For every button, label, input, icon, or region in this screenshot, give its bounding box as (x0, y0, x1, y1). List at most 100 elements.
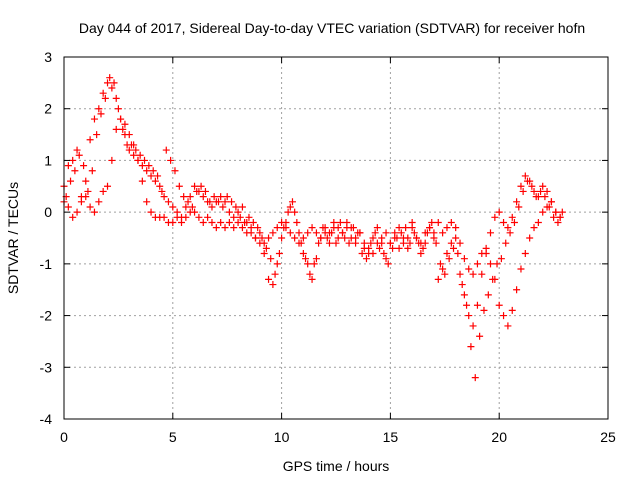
data-point (223, 193, 231, 201)
data-point (539, 182, 547, 190)
data-point (288, 198, 296, 206)
data-point (439, 229, 447, 237)
data-point (275, 250, 283, 258)
data-point (558, 208, 566, 216)
data-point (178, 218, 186, 226)
data-point (410, 229, 418, 237)
data-point (532, 193, 540, 201)
data-point (312, 229, 320, 237)
data-point (193, 187, 201, 195)
data-point (273, 224, 281, 232)
data-point (552, 208, 560, 216)
data-point (426, 224, 434, 232)
data-point (82, 193, 90, 201)
data-point (299, 234, 307, 242)
data-point (504, 224, 512, 232)
data-point (160, 213, 168, 221)
data-point (478, 250, 486, 258)
data-point (299, 250, 307, 258)
data-point (399, 239, 407, 247)
x-tick-label: 0 (60, 429, 68, 445)
data-point (197, 182, 205, 190)
data-point (141, 156, 149, 164)
data-point (523, 177, 531, 185)
data-point (93, 131, 101, 139)
data-point (99, 89, 107, 97)
data-point (208, 218, 216, 226)
data-point (278, 218, 286, 226)
data-point (473, 260, 481, 268)
data-point (482, 244, 490, 252)
data-point (112, 94, 120, 102)
data-point (469, 322, 477, 330)
data-point (127, 141, 135, 149)
data-point (151, 177, 159, 185)
data-point (554, 218, 562, 226)
data-point (191, 208, 199, 216)
data-point (260, 250, 268, 258)
data-point (284, 208, 292, 216)
data-point (310, 260, 318, 268)
data-point (238, 224, 246, 232)
data-point (90, 208, 98, 216)
data-point (234, 208, 242, 216)
data-point (460, 255, 468, 263)
data-point (162, 146, 170, 154)
data-point (360, 239, 368, 247)
data-point (82, 177, 90, 185)
data-point (469, 270, 477, 278)
data-point (212, 224, 220, 232)
data-point (230, 213, 238, 221)
data-point (304, 260, 312, 268)
data-point (138, 162, 146, 170)
data-point (308, 224, 316, 232)
data-point (434, 218, 442, 226)
data-point (99, 187, 107, 195)
data-point (169, 203, 177, 211)
data-point (286, 203, 294, 211)
data-point (513, 198, 521, 206)
data-point (317, 234, 325, 242)
data-point (384, 260, 392, 268)
data-point (452, 234, 460, 242)
data-point (304, 229, 312, 237)
data-point (526, 234, 534, 242)
data-point (378, 234, 386, 242)
data-point (214, 198, 222, 206)
plot-frame (63, 56, 609, 420)
data-point (199, 193, 207, 201)
data-point (184, 198, 192, 206)
x-tick-label: 5 (169, 429, 177, 445)
data-point (293, 218, 301, 226)
data-point (75, 151, 83, 159)
y-tick-label: -3 (40, 359, 53, 375)
data-point (478, 270, 486, 278)
data-point (167, 156, 175, 164)
data-point (147, 172, 155, 180)
data-point (106, 74, 114, 82)
data-point (295, 229, 303, 237)
data-point (382, 255, 390, 263)
data-point (258, 234, 266, 242)
data-point (97, 110, 105, 118)
data-point (278, 234, 286, 242)
data-point (349, 224, 357, 232)
data-point (486, 260, 494, 268)
data-point (419, 244, 427, 252)
data-point (441, 270, 449, 278)
data-point (182, 203, 190, 211)
data-point (354, 229, 362, 237)
data-point (339, 229, 347, 237)
data-point (352, 234, 360, 242)
data-point (80, 162, 88, 170)
data-point (521, 172, 529, 180)
data-point (171, 167, 179, 175)
data-point (513, 286, 521, 294)
data-point (125, 146, 133, 154)
data-point (537, 187, 545, 195)
data-point (447, 218, 455, 226)
data-point (249, 218, 257, 226)
data-point (458, 281, 466, 289)
data-point (112, 125, 120, 133)
